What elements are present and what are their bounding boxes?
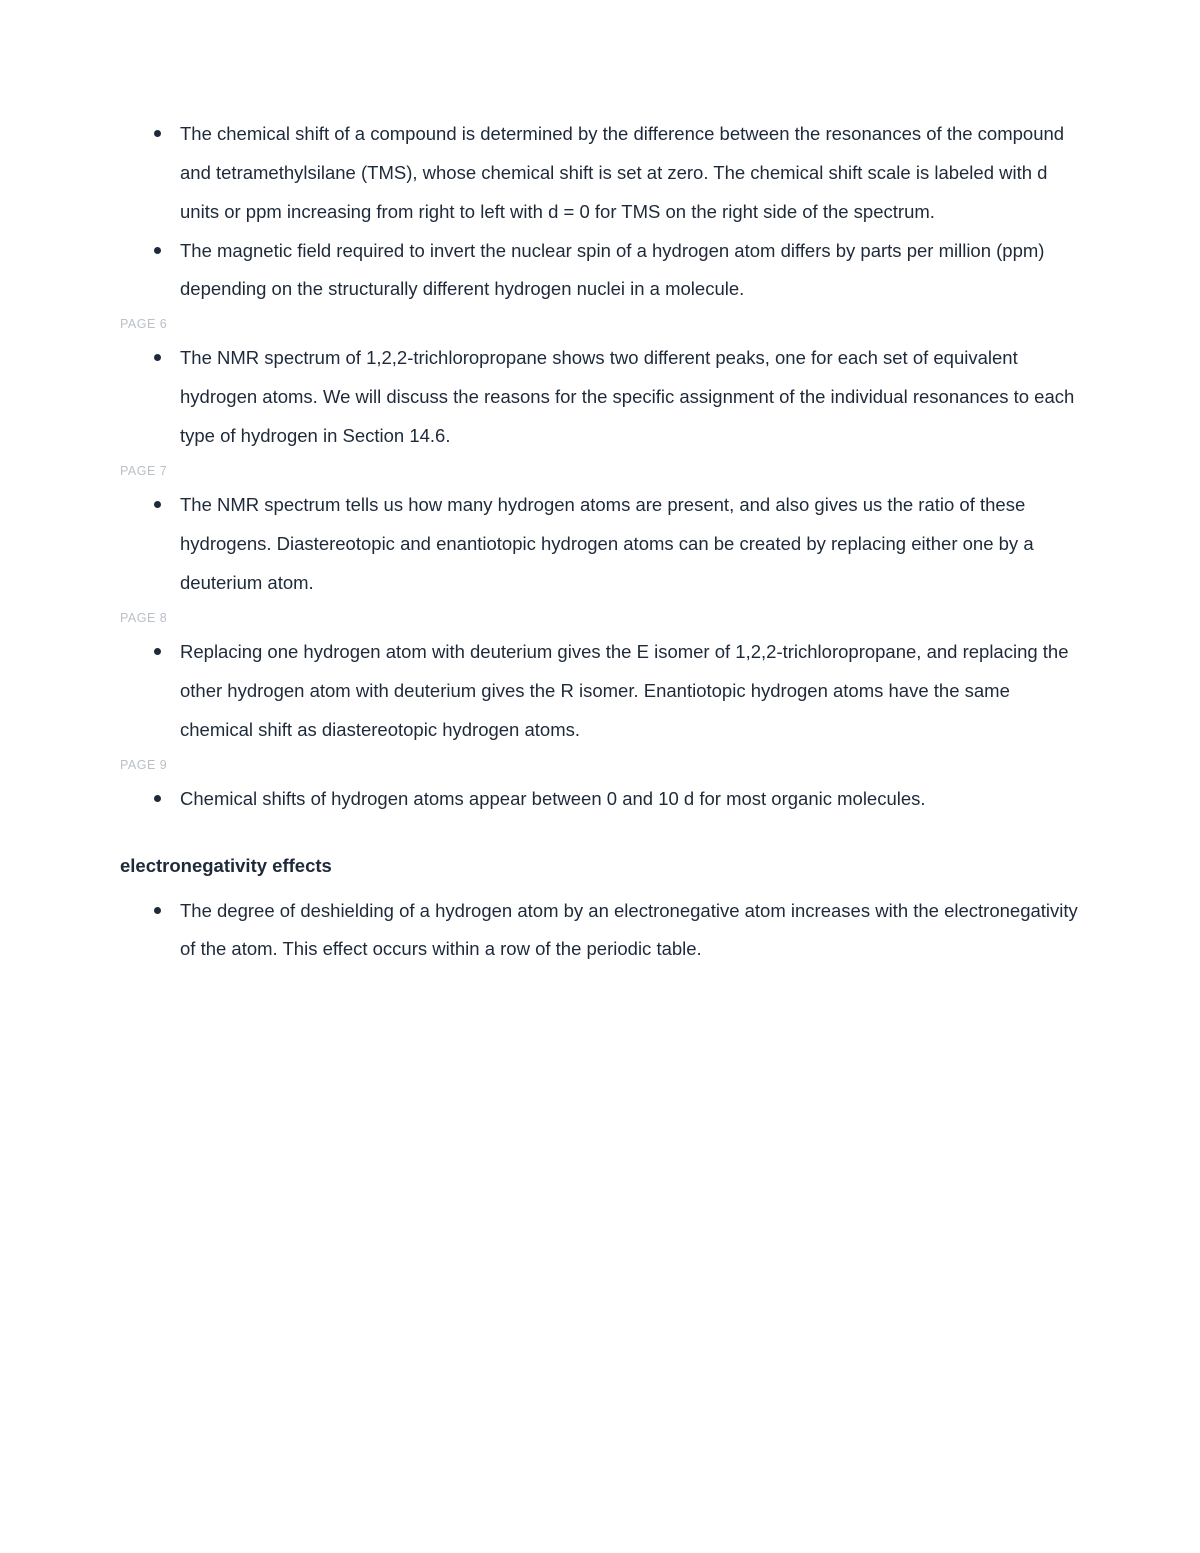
list-item: The chemical shift of a compound is dete…	[180, 115, 1080, 232]
bullet-text: The magnetic field required to invert th…	[180, 240, 1044, 300]
bullet-text: The NMR spectrum tells us how many hydro…	[180, 494, 1034, 593]
list-item: The NMR spectrum tells us how many hydro…	[180, 486, 1080, 603]
page-marker: PAGE 7	[120, 458, 1080, 484]
list-item: Chemical shifts of hydrogen atoms appear…	[180, 780, 1080, 819]
bullet-list: The NMR spectrum tells us how many hydro…	[120, 486, 1080, 603]
bullet-list: The chemical shift of a compound is dete…	[120, 115, 1080, 309]
bullet-text: The NMR spectrum of 1,2,2-trichloropropa…	[180, 347, 1074, 446]
bullet-list: Chemical shifts of hydrogen atoms appear…	[120, 780, 1080, 819]
document-page: The chemical shift of a compound is dete…	[0, 0, 1200, 1553]
bullet-text: The degree of deshielding of a hydrogen …	[180, 900, 1078, 960]
bullet-list: The NMR spectrum of 1,2,2-trichloropropa…	[120, 339, 1080, 456]
bullet-text: Replacing one hydrogen atom with deuteri…	[180, 641, 1069, 740]
bullet-list: The degree of deshielding of a hydrogen …	[120, 892, 1080, 970]
list-item: The NMR spectrum of 1,2,2-trichloropropa…	[180, 339, 1080, 456]
page-marker: PAGE 6	[120, 311, 1080, 337]
bullet-text: Chemical shifts of hydrogen atoms appear…	[180, 788, 926, 809]
list-item: The magnetic field required to invert th…	[180, 232, 1080, 310]
list-item: The degree of deshielding of a hydrogen …	[180, 892, 1080, 970]
section-heading: electronegativity effects	[120, 847, 1080, 886]
page-marker: PAGE 8	[120, 605, 1080, 631]
page-marker: PAGE 9	[120, 752, 1080, 778]
bullet-text: The chemical shift of a compound is dete…	[180, 123, 1064, 222]
list-item: Replacing one hydrogen atom with deuteri…	[180, 633, 1080, 750]
bullet-list: Replacing one hydrogen atom with deuteri…	[120, 633, 1080, 750]
